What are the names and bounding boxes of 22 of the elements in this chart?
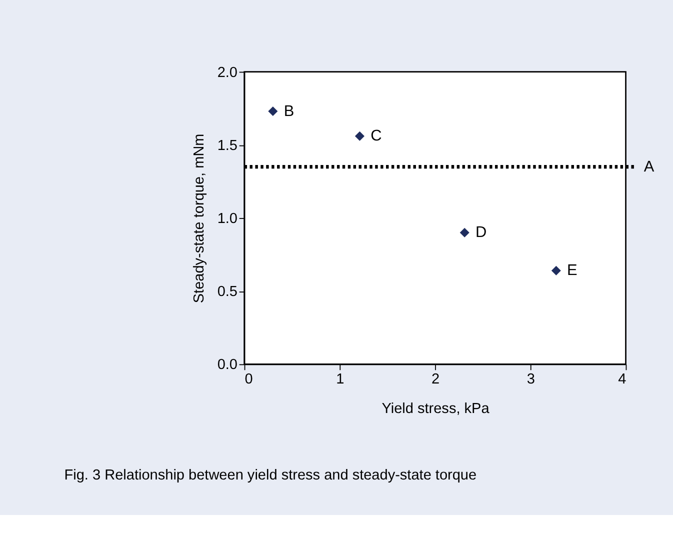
annotation: D xyxy=(476,224,487,242)
x-axis-title: Yield stress, kPa xyxy=(382,400,490,417)
point xyxy=(354,131,364,141)
x-tick-label: 1 xyxy=(336,372,344,388)
x-tick-label: 2 xyxy=(431,372,440,388)
y-tick-label: 1.5 xyxy=(217,138,238,154)
y-tick-label: 0.5 xyxy=(217,284,238,300)
point xyxy=(460,228,470,238)
y-tick-label: 2.0 xyxy=(217,64,238,81)
y-tick-label: 0.0 xyxy=(217,357,238,374)
annotation: C xyxy=(370,128,382,145)
annotation: B xyxy=(284,102,294,120)
x-tick-label: 4 xyxy=(618,372,626,388)
caption: Fig. 3 Relationship between yield stress and steady-state torque xyxy=(64,468,477,484)
x-tick-label: 3 xyxy=(526,372,535,388)
ref-line-label: A xyxy=(644,158,655,176)
point xyxy=(551,266,561,276)
annotation: E xyxy=(567,262,578,280)
y-tick-label: 1.0 xyxy=(217,210,238,227)
y-axis-title: Steady-state torque, mNm xyxy=(192,134,208,304)
point xyxy=(268,106,278,116)
x-tick-label: 0 xyxy=(244,372,253,388)
